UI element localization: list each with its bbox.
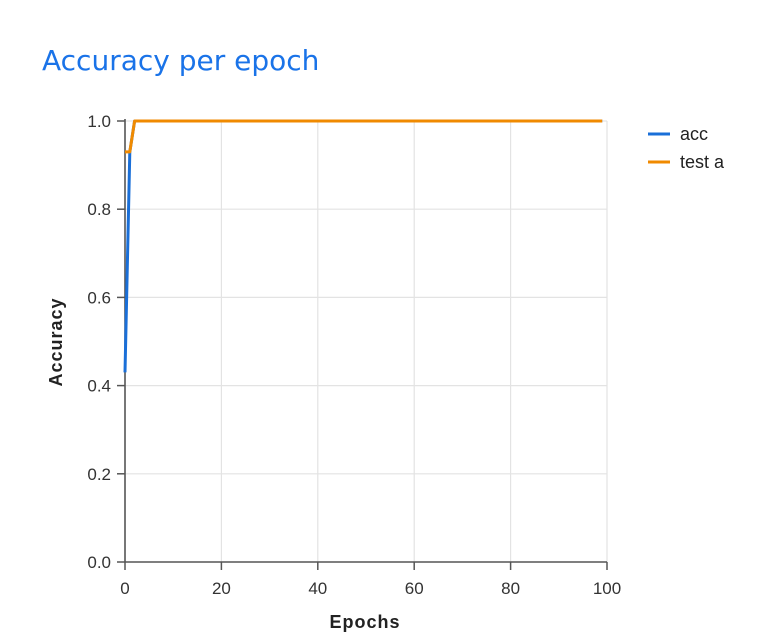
- y-tick-label: 0.2: [87, 465, 111, 484]
- x-tick-label: 20: [212, 579, 231, 598]
- x-tick-label: 80: [501, 579, 520, 598]
- tick-labels: 0 20 40 60 80 100 0.0 0.2 0.4 0.6 0.8 1.0: [87, 112, 621, 598]
- x-axis-label: Epochs: [329, 612, 400, 632]
- series-line-test: [125, 119, 603, 154]
- y-tick-label: 0.6: [87, 288, 111, 307]
- y-axis-label: Accuracy: [46, 297, 66, 386]
- legend-label: acc: [680, 124, 708, 144]
- x-tick-label: 40: [308, 579, 327, 598]
- grid-lines: [125, 120, 608, 562]
- x-tick-label: 100: [593, 579, 621, 598]
- y-tick-label: 0.0: [87, 553, 111, 572]
- y-tick-label: 1.0: [87, 112, 111, 131]
- legend-label: test a: [680, 152, 725, 172]
- x-tick-label: 0: [120, 579, 129, 598]
- series-lines: [123, 119, 603, 373]
- x-tick-label: 60: [405, 579, 424, 598]
- chart-title: Accuracy per epoch: [42, 44, 320, 77]
- series-line-acc: [123, 119, 603, 373]
- axes: [117, 119, 608, 570]
- y-tick-label: 0.4: [87, 377, 111, 396]
- legend: acc test a: [648, 124, 725, 172]
- y-tick-label: 0.8: [87, 200, 111, 219]
